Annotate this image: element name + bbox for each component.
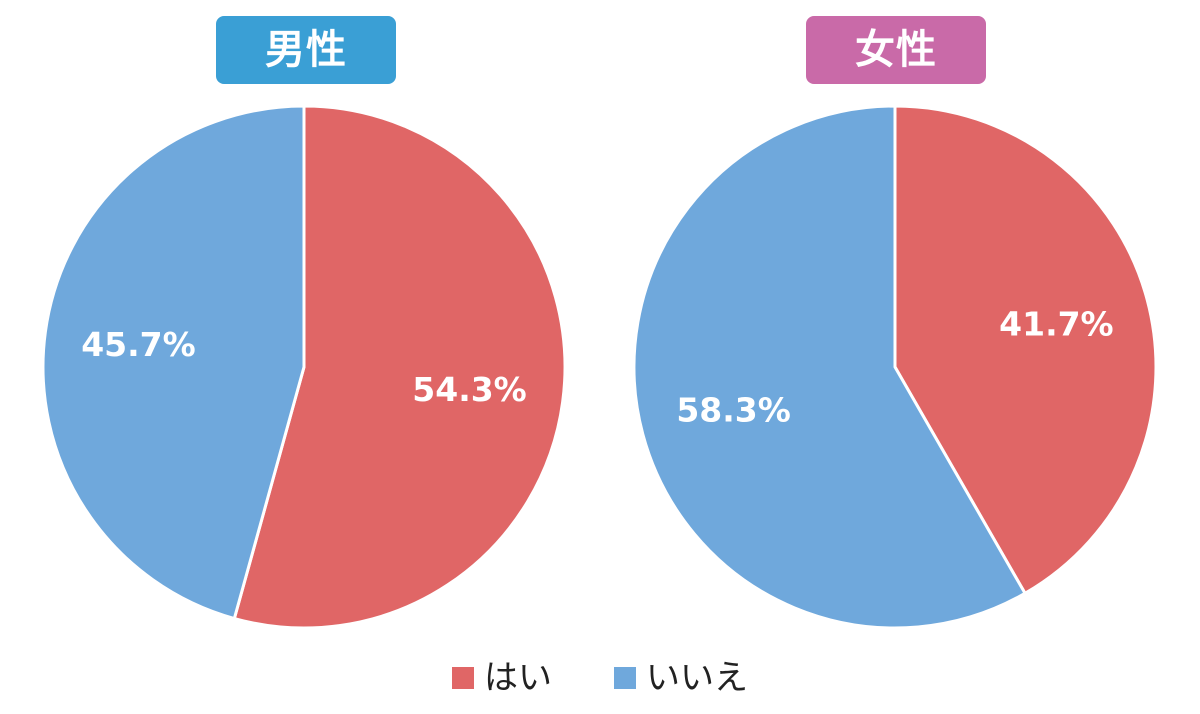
chart-title-female: 女性 — [806, 16, 986, 84]
slice-label-female-yes: 41.7% — [999, 304, 1114, 343]
chart-title-male: 男性 — [216, 16, 396, 84]
legend: はい いいえ — [0, 656, 1200, 700]
legend-label-no: いいえ — [646, 658, 748, 698]
pie-slice-male-yes — [232, 104, 567, 630]
legend-swatch-no — [614, 667, 636, 689]
pie-slice-male-no — [41, 104, 306, 621]
slice-label-female-no: 58.3% — [676, 391, 791, 430]
legend-label-yes: はい — [484, 658, 552, 698]
pie-slice-female-no — [632, 104, 1027, 630]
pie-slice-female-yes — [893, 104, 1158, 595]
pie-male: 54.3% 45.7% — [41, 104, 567, 630]
legend-item-no: いいえ — [614, 656, 748, 700]
slice-label-male-yes: 54.3% — [412, 370, 527, 409]
legend-swatch-yes — [452, 667, 474, 689]
pie-female: 41.7% 58.3% — [632, 104, 1158, 630]
legend-item-yes: はい — [452, 656, 552, 700]
slice-label-male-no: 45.7% — [81, 325, 196, 364]
